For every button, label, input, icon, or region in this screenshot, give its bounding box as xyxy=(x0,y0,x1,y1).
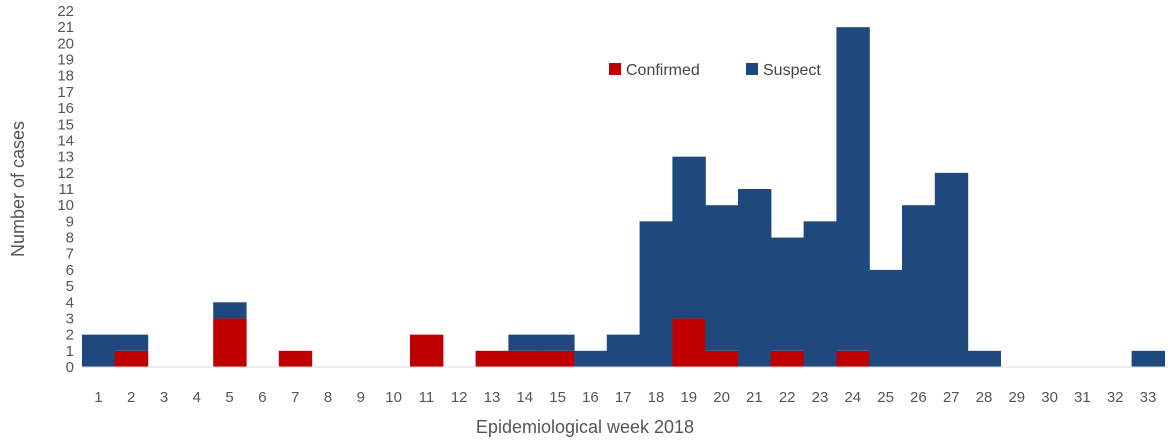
legend-label-confirmed: Confirmed xyxy=(626,62,700,79)
bar-suspect-week-17 xyxy=(606,334,641,367)
x-tick-label: 23 xyxy=(812,389,829,406)
bar-suspect-week-14 xyxy=(508,334,542,351)
y-tick-label: 2 xyxy=(66,327,74,344)
x-tick-label: 22 xyxy=(779,389,796,406)
bar-confirmed-week-2 xyxy=(114,350,149,367)
x-axis-title: Epidemiological week 2018 xyxy=(476,417,694,437)
bar-suspect-week-25 xyxy=(869,269,903,367)
y-tick-label: 15 xyxy=(57,116,74,133)
x-tick-label: 10 xyxy=(385,389,402,406)
x-tick-label: 32 xyxy=(1107,389,1124,406)
bar-suspect-week-16 xyxy=(574,350,608,367)
bar-suspect-week-22 xyxy=(770,237,805,351)
x-tick-labels: 1 2 3 4 5 6 7 8 9 10 11 12 13 14 15 16 17 18 19 20 21 22 23 24 2… xyxy=(94,389,1156,406)
x-tick-label: 1 xyxy=(94,389,102,406)
x-tick-label: 31 xyxy=(1074,389,1091,406)
y-tick-label: 14 xyxy=(57,132,74,149)
y-tick-label: 5 xyxy=(66,278,74,295)
bar-confirmed-week-15 xyxy=(541,350,575,367)
x-tick-label: 33 xyxy=(1140,389,1157,406)
legend: Confirmed Suspect xyxy=(609,62,821,79)
bar-confirmed-week-20 xyxy=(705,350,739,367)
x-tick-label: 19 xyxy=(680,389,697,406)
bar-confirmed-week-5 xyxy=(213,318,247,367)
bar-suspect-week-5 xyxy=(213,302,247,319)
x-tick-label: 20 xyxy=(713,389,730,406)
bar-confirmed-week-7 xyxy=(278,350,313,367)
x-tick-label: 6 xyxy=(258,389,266,406)
legend-swatch-suspect xyxy=(746,63,758,75)
x-tick-label: 11 xyxy=(419,389,435,406)
x-tick-label: 8 xyxy=(324,389,332,406)
x-tick-label: 27 xyxy=(943,389,960,406)
bar-suspect-week-19 xyxy=(672,156,706,319)
y-tick-label: 8 xyxy=(66,230,74,247)
y-tick-label: 9 xyxy=(66,213,74,230)
bar-confirmed-week-24 xyxy=(836,350,870,367)
x-tick-label: 14 xyxy=(516,389,533,406)
x-tick-label: 29 xyxy=(1008,389,1025,406)
x-tick-label: 25 xyxy=(877,389,894,406)
bar-confirmed-week-13 xyxy=(475,350,509,367)
x-tick-label: 4 xyxy=(193,389,201,406)
x-tick-label: 16 xyxy=(582,389,599,406)
x-tick-label: 18 xyxy=(648,389,665,406)
bar-suspect-week-24 xyxy=(836,27,870,351)
y-tick-label: 3 xyxy=(66,310,74,327)
bar-suspect-week-1 xyxy=(82,334,116,367)
y-tick-label: 1 xyxy=(66,343,74,360)
bar-suspect-week-21 xyxy=(738,189,772,367)
bar-suspect-week-18 xyxy=(639,221,673,367)
x-tick-label: 2 xyxy=(127,389,135,406)
bar-confirmed-week-14 xyxy=(508,350,542,367)
y-tick-label: 6 xyxy=(66,262,74,279)
x-tick-label: 15 xyxy=(549,389,566,406)
y-tick-label: 16 xyxy=(57,100,74,117)
y-tick-label: 0 xyxy=(66,359,74,376)
x-tick-label: 9 xyxy=(357,389,365,406)
y-tick-label: 18 xyxy=(57,68,74,85)
x-tick-label: 26 xyxy=(910,389,927,406)
legend-label-suspect: Suspect xyxy=(763,62,821,79)
y-tick-label: 20 xyxy=(57,35,74,52)
x-tick-label: 5 xyxy=(225,389,233,406)
y-tick-label: 13 xyxy=(57,149,74,166)
x-tick-label: 17 xyxy=(615,389,632,406)
legend-swatch-confirmed xyxy=(609,63,621,75)
bar-confirmed-week-11 xyxy=(410,334,444,367)
bar-suspect-week-2 xyxy=(114,334,149,351)
y-tick-label: 21 xyxy=(57,19,74,36)
bar-confirmed-week-22 xyxy=(770,350,805,367)
x-tick-label: 3 xyxy=(160,389,168,406)
bar-suspect-week-15 xyxy=(541,334,575,351)
y-tick-label: 22 xyxy=(57,3,74,20)
bars-group xyxy=(82,27,1165,367)
y-tick-label: 19 xyxy=(57,52,74,69)
bar-suspect-week-33 xyxy=(1131,350,1165,367)
x-tick-label: 13 xyxy=(484,389,501,406)
bar-suspect-week-28 xyxy=(967,350,1001,367)
x-tick-label: 24 xyxy=(844,389,861,406)
x-tick-label: 30 xyxy=(1041,389,1058,406)
y-tick-label: 11 xyxy=(58,181,74,198)
bar-suspect-week-26 xyxy=(902,205,936,367)
bar-suspect-week-27 xyxy=(934,172,969,367)
y-tick-label: 10 xyxy=(57,197,74,214)
y-tick-label: 12 xyxy=(57,165,74,182)
y-tick-label: 4 xyxy=(66,294,74,311)
bar-suspect-week-20 xyxy=(705,205,739,351)
y-axis-title: Number of cases xyxy=(8,121,28,257)
x-tick-label: 28 xyxy=(976,389,993,406)
x-tick-label: 7 xyxy=(291,389,299,406)
bar-suspect-week-23 xyxy=(803,221,837,367)
bar-confirmed-week-19 xyxy=(672,318,706,367)
x-tick-label: 12 xyxy=(451,389,468,406)
y-tick-label: 17 xyxy=(57,84,74,101)
y-tick-label: 7 xyxy=(66,246,74,263)
x-tick-label: 21 xyxy=(746,389,763,406)
